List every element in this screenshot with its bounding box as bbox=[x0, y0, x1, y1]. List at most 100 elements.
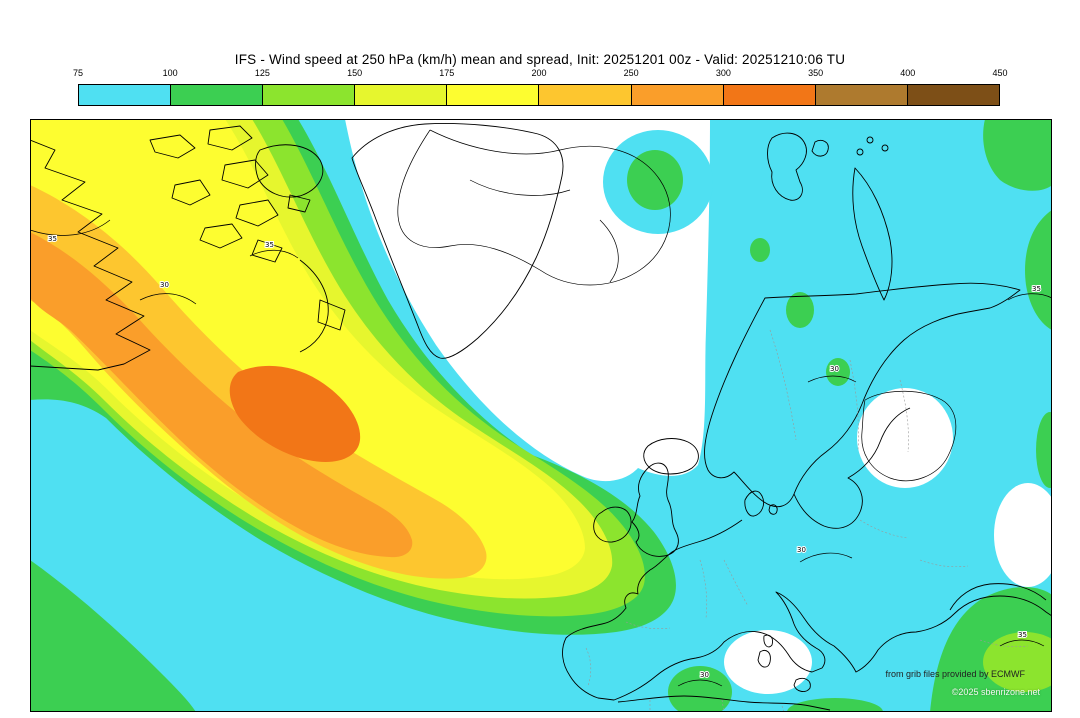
greenland-coastline bbox=[351, 123, 564, 359]
colorbar-segment bbox=[907, 85, 999, 105]
spread-contour-label: 35 bbox=[1032, 285, 1041, 293]
spread-contour-label: 35 bbox=[265, 241, 274, 249]
svalbard-coastline bbox=[767, 132, 829, 201]
wind-patch-green-arctic bbox=[627, 150, 683, 210]
border-line bbox=[769, 329, 797, 441]
calm-region-west-med bbox=[724, 630, 812, 694]
europe-atlantic-coastline bbox=[562, 519, 1052, 701]
chart-title: IFS - Wind speed at 250 hPa (km/h) mean … bbox=[234, 52, 846, 67]
spread-contour-label: 30 bbox=[830, 365, 839, 373]
arctic-island bbox=[235, 199, 279, 227]
colorbar-segment bbox=[631, 85, 724, 105]
border-line bbox=[849, 359, 859, 451]
spread-contour-line bbox=[799, 552, 853, 563]
spread-contour-line bbox=[249, 249, 299, 259]
jet-stream-bands-group bbox=[30, 119, 676, 635]
wind-patch-green-norwegian-sea-1 bbox=[786, 292, 814, 328]
border-line bbox=[859, 519, 909, 539]
colorbar-segment bbox=[723, 85, 816, 105]
corsica-coastline bbox=[763, 634, 773, 648]
hudson-coastline bbox=[299, 259, 346, 353]
spread-contour-line bbox=[861, 390, 957, 482]
spread-labels-group: 35 30 35 30 35 30 35 30 bbox=[47, 234, 1042, 680]
spread-contour-label: 30 bbox=[797, 546, 806, 554]
spread-contour-line bbox=[999, 639, 1045, 647]
colorbar-tick: 200 bbox=[531, 68, 547, 78]
wind-patch-green-norwegian-sea-2 bbox=[826, 358, 850, 386]
denmark-coastline bbox=[744, 490, 778, 517]
spread-contour-line bbox=[469, 179, 571, 196]
scandinavia-coastline bbox=[704, 282, 1021, 508]
spread-contour-line bbox=[30, 219, 111, 236]
wind-band-175-200 bbox=[30, 119, 585, 580]
spread-contour-label: 35 bbox=[1018, 631, 1027, 639]
baltic-coastline bbox=[793, 407, 911, 529]
colorbar-tick: 300 bbox=[715, 68, 731, 78]
novaya-zemlya-coastline bbox=[852, 167, 893, 301]
copyright-credit: ©2025 sbenrizone.net bbox=[951, 687, 1040, 697]
colorbar-segment bbox=[355, 85, 448, 105]
coastlines-group bbox=[30, 123, 1052, 711]
colorbar-tick: 75 bbox=[72, 68, 84, 78]
great-britain-coastline bbox=[631, 462, 679, 557]
wind-patch-green-norwegian-sea-3 bbox=[750, 238, 770, 262]
labrador-coastline bbox=[30, 139, 151, 371]
data-provider-credit: from grib files provided by ECMWF bbox=[885, 669, 1025, 679]
wind-band-250-300 bbox=[30, 232, 413, 558]
wind-patch-green-right-edge bbox=[1025, 210, 1052, 330]
colorbar-tick: 100 bbox=[162, 68, 178, 78]
black-sea-north-coastline bbox=[949, 583, 1047, 611]
colorbar-tick: 450 bbox=[992, 68, 1008, 78]
map-border bbox=[30, 119, 1052, 712]
border-line bbox=[723, 559, 749, 607]
border-line bbox=[979, 639, 1029, 648]
wind-patch-green-right-mid bbox=[1036, 412, 1052, 488]
baffin-island-coastline bbox=[255, 144, 324, 198]
arctic-island bbox=[287, 194, 311, 213]
spread-contour-line bbox=[1007, 293, 1052, 301]
arctic-island bbox=[251, 239, 283, 263]
wind-patch-green-bottom-left bbox=[30, 560, 196, 712]
spread-contour-line bbox=[397, 129, 671, 286]
arctic-island bbox=[221, 159, 269, 189]
spread-contour-line bbox=[807, 375, 857, 383]
colorbar-ticks: 75 100 125 150 175 200 250 300 350 400 4… bbox=[73, 68, 1008, 82]
colorbar-segment bbox=[815, 85, 908, 105]
arctic-island bbox=[171, 179, 211, 206]
spread-contour-line bbox=[599, 219, 619, 283]
arctic-island bbox=[199, 223, 243, 249]
spread-contour-label: 35 bbox=[48, 235, 57, 243]
north-africa-coastline bbox=[617, 695, 831, 711]
wind-band-200-250 bbox=[30, 185, 487, 579]
calm-region-east-europe bbox=[994, 483, 1052, 587]
colorbar-tick: 250 bbox=[623, 68, 639, 78]
spread-contour-line bbox=[677, 679, 723, 687]
wind-patch-lightgreen-turkey bbox=[983, 632, 1052, 692]
colorbar-tick: 175 bbox=[439, 68, 455, 78]
colorbar-segment bbox=[79, 85, 172, 105]
spread-contours-group bbox=[30, 129, 1052, 687]
border-line bbox=[919, 559, 969, 568]
colorbar-segment bbox=[539, 85, 632, 105]
country-borders-group bbox=[585, 329, 1029, 712]
colorbar-segment bbox=[171, 85, 264, 105]
wind-band-300-350-core bbox=[229, 365, 361, 462]
border-line bbox=[699, 559, 708, 619]
colorbar-tick: 350 bbox=[808, 68, 824, 78]
colorbar-scale bbox=[78, 84, 1000, 106]
iceland-coastline bbox=[643, 438, 699, 475]
colorbar: 75 100 125 150 175 200 250 300 350 400 4… bbox=[73, 68, 1008, 106]
spread-contour-label: 30 bbox=[700, 671, 709, 679]
franz-josef-island bbox=[866, 136, 874, 144]
border-line bbox=[625, 621, 671, 630]
wind-patch-green-africa-coast bbox=[787, 698, 883, 712]
franz-josef-island bbox=[881, 144, 889, 152]
wind-patch-green-bottom-center bbox=[668, 666, 732, 712]
colorbar-tick: 125 bbox=[254, 68, 270, 78]
spread-contour-line bbox=[139, 293, 197, 305]
colorbar-segment bbox=[447, 85, 540, 105]
sicily-coastline bbox=[793, 677, 811, 692]
secondary-wind-features-group bbox=[30, 119, 1052, 712]
spread-contour-label: 30 bbox=[160, 281, 169, 289]
